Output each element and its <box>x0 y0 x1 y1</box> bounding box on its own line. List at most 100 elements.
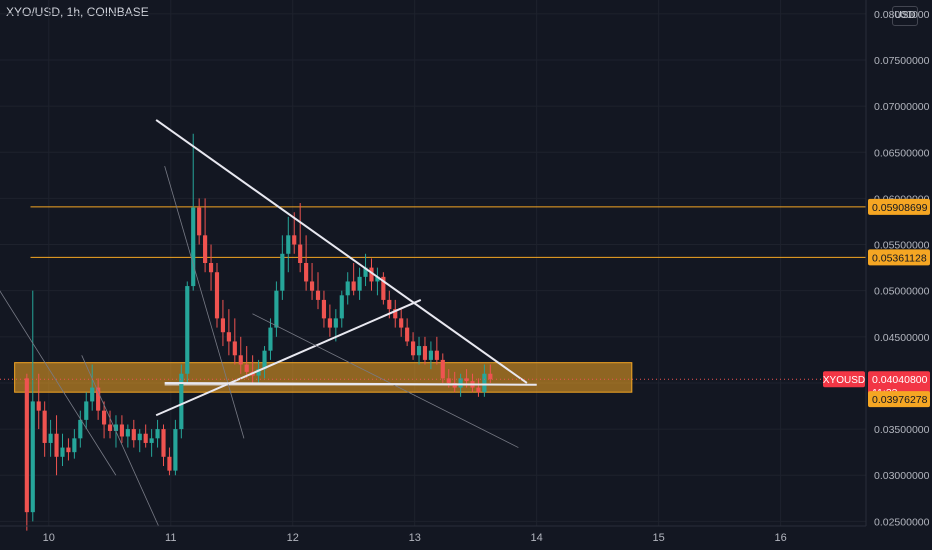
candle-body <box>208 263 214 273</box>
time-tick-label: 13 <box>409 532 421 544</box>
candle-body <box>262 350 267 370</box>
candle-body <box>119 424 124 437</box>
candle-body <box>274 290 279 328</box>
candle-body <box>321 299 327 319</box>
candle-body <box>464 378 469 382</box>
grid <box>0 0 866 526</box>
time-tick-label: 16 <box>774 532 786 544</box>
time-axis[interactable]: 10 11 12 13 14 15 16 <box>43 532 787 544</box>
candle-body <box>185 286 190 374</box>
candle-body <box>440 359 445 379</box>
time-tick-label: 12 <box>287 532 299 544</box>
support-tag-bg <box>868 391 930 408</box>
candle-body <box>179 373 184 430</box>
candle-body <box>214 272 220 319</box>
time-tick-label: 14 <box>531 532 543 544</box>
candle-body <box>36 401 41 411</box>
candle-body <box>113 424 119 431</box>
time-tick-label: 15 <box>653 532 665 544</box>
candle-body <box>428 350 433 360</box>
candle-body <box>422 346 428 360</box>
trend-lines[interactable] <box>0 119 537 527</box>
trend-line[interactable] <box>81 355 159 527</box>
candle-body <box>226 332 231 342</box>
candle-body <box>286 235 291 254</box>
resistance-tag-bg <box>868 198 930 215</box>
candle-body <box>363 267 368 277</box>
candle-body <box>66 447 71 453</box>
candle-body <box>256 369 261 376</box>
candle-body <box>309 281 315 291</box>
candle-body <box>197 207 202 236</box>
price-tick-label: 0.08000000 <box>874 9 930 21</box>
time-tick-label: 10 <box>43 532 55 544</box>
candle-body <box>42 410 47 443</box>
candle-body <box>107 424 113 431</box>
price-tick-label: 0.07500000 <box>874 55 930 67</box>
symbol-title[interactable]: XYO/USD, 1h, COINBASE <box>6 5 149 19</box>
candle-body <box>238 355 243 365</box>
candle-body <box>137 433 142 441</box>
candle-body <box>446 378 451 383</box>
trend-line[interactable] <box>252 313 519 448</box>
candle-body <box>131 429 136 441</box>
trend-line[interactable] <box>155 119 528 384</box>
support-zone-box[interactable] <box>14 362 633 393</box>
candle-body <box>410 341 416 356</box>
candle-body <box>292 235 297 245</box>
currency-button[interactable]: USD <box>892 6 918 26</box>
price-axis[interactable]: 0.025000000.030000000.035000000.04000000… <box>874 9 930 529</box>
ticker-tag-bg <box>823 371 865 388</box>
candle-body <box>155 429 160 439</box>
candle-body <box>375 276 380 282</box>
candle-body <box>143 433 148 443</box>
candle-body <box>54 433 59 457</box>
candle-body <box>203 235 208 263</box>
candle-body <box>405 327 410 342</box>
candle-body <box>72 438 77 453</box>
price-tick-label: 0.07000000 <box>874 101 930 113</box>
time-tick-label: 11 <box>165 532 176 544</box>
candle-body <box>30 401 35 513</box>
resistance-tag-bg <box>868 249 930 266</box>
candle-body <box>48 433 53 443</box>
candle-body <box>90 387 95 402</box>
trend-line[interactable] <box>164 165 245 439</box>
candle-body <box>60 447 65 457</box>
price-tick-label: 0.06500000 <box>874 147 930 159</box>
candle-body <box>315 290 321 300</box>
candle-body <box>161 429 166 457</box>
support-tag-text: 0.03976278 <box>872 394 928 406</box>
candle-body <box>268 327 273 351</box>
candle-body <box>488 373 493 380</box>
candle-body <box>345 281 350 296</box>
ticker-tag-text: XYOUSD <box>823 375 865 386</box>
candle-body <box>280 253 285 291</box>
candle-body <box>102 410 107 425</box>
support-zone[interactable] <box>14 362 633 393</box>
last-price-tag-text: 0.04040800 <box>872 374 928 386</box>
candle-body <box>298 244 303 263</box>
candle-body <box>220 318 226 333</box>
price-tick-label: 0.03500000 <box>874 424 930 436</box>
trend-line[interactable] <box>155 298 422 417</box>
price-tick-label: 0.02500000 <box>874 516 930 528</box>
price-tick-label: 0.03000000 <box>874 470 930 482</box>
candle-body <box>84 401 89 420</box>
candle-body <box>458 378 463 388</box>
candle-body <box>339 295 344 319</box>
candle-body <box>96 387 101 411</box>
candle-body <box>125 429 130 437</box>
candle-body <box>399 318 404 328</box>
candle-body <box>381 276 386 300</box>
candle-body <box>173 429 178 471</box>
trend-line[interactable] <box>164 381 537 386</box>
price-tick-label: 0.05500000 <box>874 240 930 252</box>
resistance-levels[interactable] <box>30 206 866 258</box>
price-tick-label: 0.04500000 <box>874 332 930 344</box>
candle-body <box>304 263 309 282</box>
price-tags: 0.059086990.053611280.0404080011:23XYOUS… <box>823 198 930 408</box>
resistance-tag-text: 0.05908699 <box>872 202 928 214</box>
trend-line[interactable] <box>0 281 117 476</box>
